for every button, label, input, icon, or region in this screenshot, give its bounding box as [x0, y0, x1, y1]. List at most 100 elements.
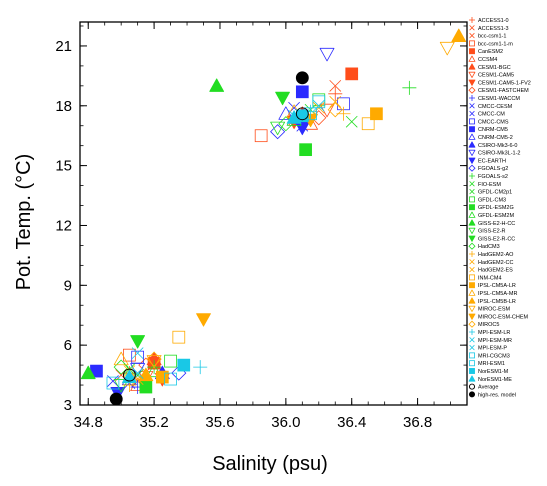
- y-tick-label: 3: [64, 397, 72, 414]
- data-point: [327, 102, 343, 118]
- legend-item: HadCM3: [468, 242, 500, 250]
- legend-marker: [469, 25, 475, 31]
- legend-marker: [469, 17, 475, 23]
- data-point: [193, 360, 208, 375]
- legend-item: GFDL-CM3: [469, 196, 506, 203]
- series-cmcc-cms: [131, 97, 350, 364]
- legend-marker: [469, 282, 475, 289]
- legend-label: CESM1-CAM5-1-FV2: [478, 80, 531, 86]
- legend-marker: [468, 219, 476, 226]
- series-average: [122, 107, 309, 382]
- legend-item: CESM1-CAM5: [468, 71, 514, 79]
- y-tick-label: 18: [55, 98, 72, 115]
- legend-item: MPI-ESM-P: [469, 344, 507, 352]
- series-cnrm-cm5: [90, 85, 309, 378]
- legend-item: CESM1-CAM5-1-FV2: [468, 79, 531, 86]
- data-point: [113, 379, 129, 393]
- data-point: [329, 95, 342, 108]
- legend-label: GFDL-ESM2G: [478, 205, 514, 211]
- data-point: [130, 335, 146, 349]
- legend-label: CESM1-WACCM: [478, 96, 520, 102]
- y-tick-label: 21: [55, 38, 72, 55]
- data-point: [295, 71, 309, 85]
- legend-item: CMCC-CESM: [469, 103, 513, 110]
- series-cesm1-fastchem: [138, 110, 327, 373]
- data-point: [164, 372, 177, 386]
- legend-item: FGOALS-g2: [468, 164, 508, 172]
- legend-label: CMCC-CM: [478, 112, 505, 118]
- legend-label: CSIRO-Mk3L-1-2: [478, 151, 520, 157]
- legend-label: Average: [478, 385, 498, 391]
- legend-item: INM-CM4: [469, 274, 502, 281]
- legend-marker: [469, 344, 475, 351]
- series-hadgem2-es: [123, 101, 325, 377]
- legend-marker: [469, 259, 475, 265]
- legend-label: bcc-csm1-1-m: [478, 41, 513, 47]
- data-point: [196, 313, 211, 327]
- data-point: [209, 78, 225, 92]
- legend-marker: [469, 40, 475, 47]
- legend-marker: [468, 242, 476, 250]
- legend-label: MPI-ESM-MR: [478, 338, 512, 344]
- data-point: [295, 85, 309, 99]
- series-gfdl-cm2p1: [131, 103, 317, 381]
- legend-marker: [468, 141, 476, 148]
- legend-label: FGOALS-s2: [478, 174, 508, 180]
- series-mri-esm1: [164, 107, 317, 386]
- legend-marker: [469, 337, 475, 343]
- legend-label: GFDL-CM3: [478, 197, 506, 203]
- series-fgoals-s2: [147, 80, 417, 375]
- data-point: [131, 367, 144, 379]
- legend-label: MIROC-ESM: [478, 307, 511, 313]
- legend-label: NorESM1-ME: [478, 377, 512, 383]
- series-noresm1-me: [122, 110, 302, 384]
- series-inm-cm4: [172, 117, 375, 344]
- series-csiro-mk3-6-0: [154, 110, 310, 380]
- legend-item: CanESM2: [469, 48, 503, 55]
- legend-marker: [469, 181, 475, 187]
- legend-label: CanESM2: [478, 49, 503, 55]
- legend-item: IPSL-CM5A-LR: [469, 282, 516, 289]
- legend-item: CNRM-CM5-2: [468, 133, 513, 141]
- data-point: [312, 99, 325, 112]
- series-canesm2: [147, 67, 359, 370]
- series-cnrm-cm5-2: [122, 106, 294, 386]
- x-tick-label: 36.4: [337, 414, 366, 431]
- data-point: [328, 86, 343, 101]
- legend-marker: [469, 266, 475, 273]
- legend-item: MPI-ESM-MR: [469, 337, 512, 344]
- legend-label: ACCESS1-0: [478, 18, 509, 24]
- data-point: [131, 350, 144, 364]
- legend-label: IPSL-CM5B-LR: [478, 299, 516, 305]
- legend-marker: [468, 63, 476, 70]
- legend-marker: [469, 32, 475, 39]
- legend-marker: [469, 360, 475, 367]
- series-giss-e2-r: [113, 121, 286, 393]
- legend-item: CESM1-WACCM: [469, 95, 520, 102]
- legend-marker: [469, 48, 475, 55]
- legend-marker: [468, 164, 476, 172]
- data-point: [370, 107, 383, 121]
- x-tick-label: 34.8: [74, 414, 103, 431]
- series-gfdl-esm2m: [146, 112, 302, 378]
- legend-label: NorESM1-M: [478, 369, 509, 375]
- plot-frame: [79, 21, 468, 406]
- legend-label: GISS-E2-R-CC: [478, 236, 515, 242]
- legend-item: CSIRO-Mk3L-1-2: [468, 149, 520, 157]
- series-giss-e2-r-cc: [130, 91, 290, 349]
- legend-marker: [468, 211, 476, 218]
- legend-label: IPSL-CM5A-LR: [478, 283, 516, 289]
- legend-label: CNRM-CM5-2: [478, 135, 513, 141]
- data-point: [295, 107, 309, 121]
- legend-marker: [468, 86, 476, 94]
- legend-marker: [468, 320, 476, 328]
- legend-label: HadGEM2-AO: [478, 252, 514, 258]
- data-point: [146, 363, 162, 378]
- legend-marker: [468, 383, 476, 390]
- legend-item: GFDL-ESM2G: [469, 204, 514, 211]
- data-point: [270, 124, 286, 140]
- legend-item: HadGEM2-AO: [469, 251, 514, 258]
- data-point: [80, 365, 96, 380]
- legend-label: MIROC5: [478, 322, 499, 328]
- legend-label: CESM1-FASTCHEM: [478, 88, 529, 94]
